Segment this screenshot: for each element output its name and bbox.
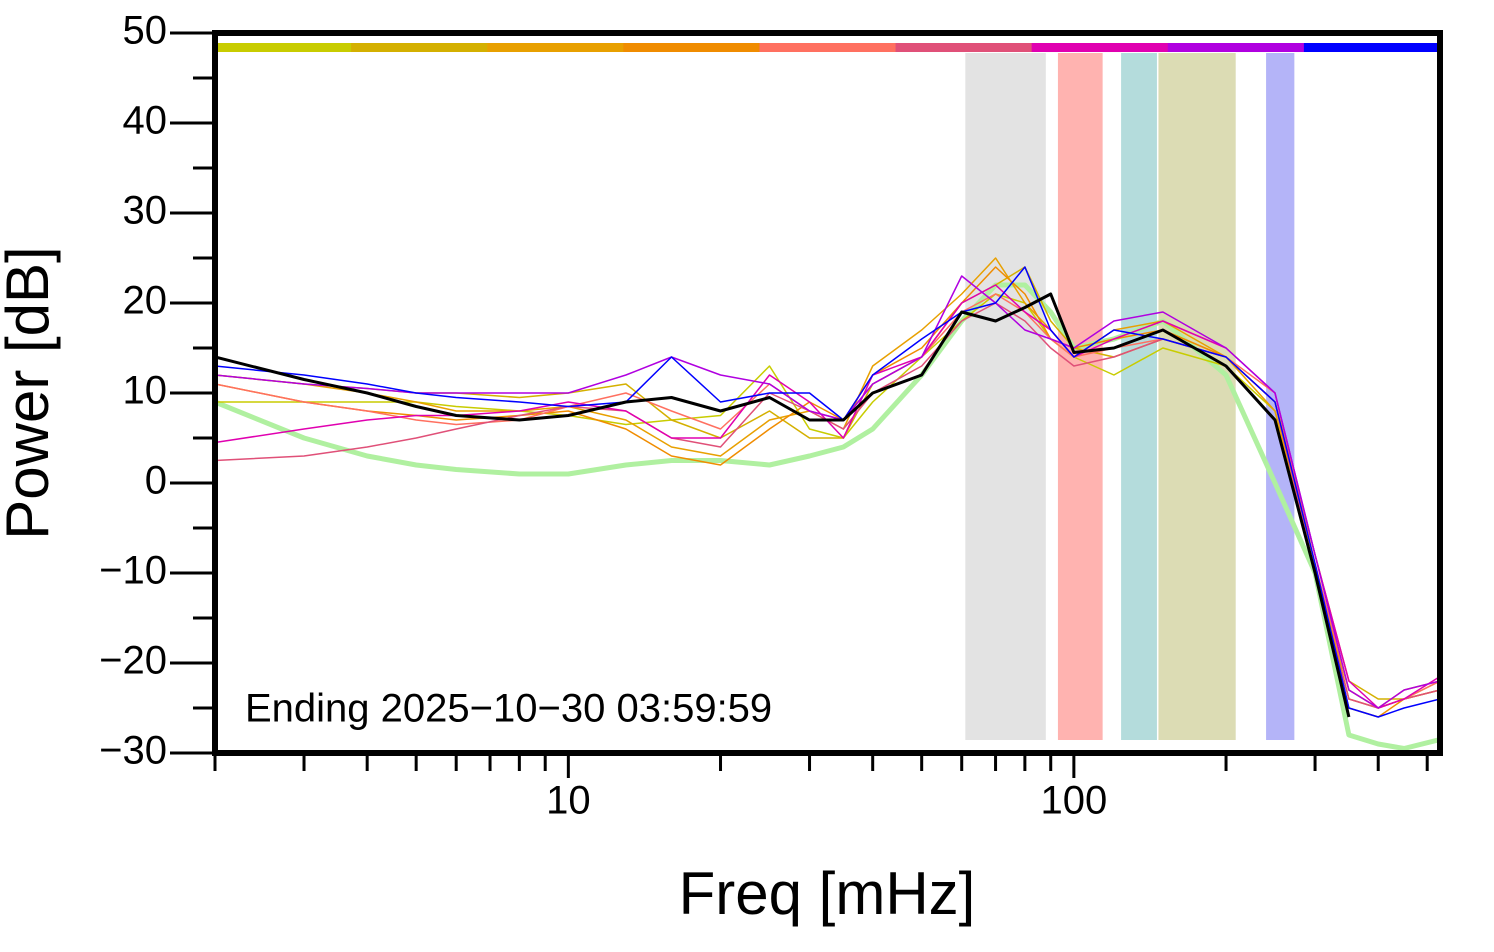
color-bar-segment	[487, 43, 624, 52]
series-line	[215, 275, 1440, 709]
x-axis-label: Freq [mHz]	[679, 860, 976, 927]
series-line	[215, 266, 1440, 700]
y-tick-label: −30	[99, 729, 167, 773]
series-line	[215, 282, 1440, 751]
band	[965, 53, 1046, 740]
color-bar-segment	[215, 43, 352, 52]
y-tick-label: 0	[145, 459, 167, 503]
y-tick-label: −10	[99, 549, 167, 593]
series-line	[215, 266, 1440, 718]
x-tick-label: 100	[1040, 779, 1107, 823]
band	[1121, 53, 1157, 740]
y-tick-label: 50	[123, 9, 168, 53]
color-bar-segment	[1303, 43, 1441, 52]
y-tick-label: −20	[99, 639, 167, 683]
plot-frame	[212, 30, 1443, 756]
annotation: Ending 2025−10−30 03:59:59	[245, 687, 772, 731]
color-bar-segment	[895, 43, 1033, 52]
color-bar-segment	[1031, 43, 1169, 52]
color-bar-segment	[351, 43, 488, 52]
color-bar-segment	[759, 43, 897, 52]
series-line	[215, 293, 1440, 709]
series-line	[215, 257, 1440, 709]
series-line	[215, 293, 1440, 709]
series-line	[215, 302, 1440, 709]
y-tick-label: 10	[123, 369, 168, 413]
band	[1057, 53, 1103, 740]
y-axis-label: Power [dB]	[0, 246, 61, 539]
band	[1158, 53, 1236, 740]
y-tick-label: 20	[123, 279, 168, 323]
color-bar-segment	[1167, 43, 1305, 52]
series-line	[215, 284, 1440, 709]
x-tick-label: 10	[546, 779, 591, 823]
series-line	[215, 292, 1351, 718]
y-tick-label: 40	[123, 99, 168, 143]
band	[1266, 53, 1295, 740]
color-bar-segment	[623, 43, 760, 52]
series-line	[215, 266, 1440, 718]
y-tick-label: 30	[123, 189, 168, 233]
